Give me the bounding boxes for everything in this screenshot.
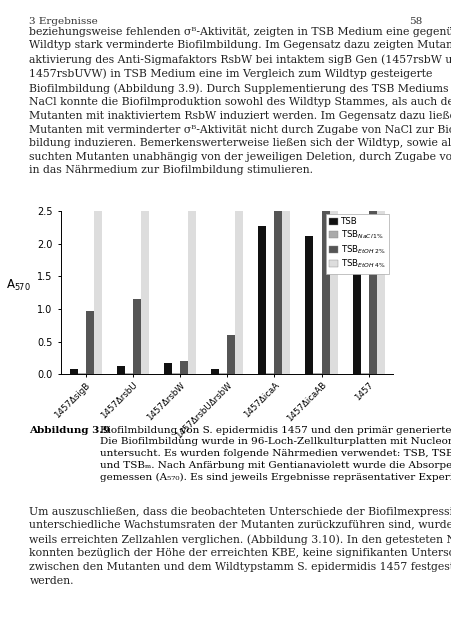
Bar — [78, 373, 85, 374]
Bar — [360, 373, 368, 374]
Bar — [329, 211, 337, 374]
Y-axis label: A$_{570}$: A$_{570}$ — [5, 278, 30, 293]
Bar — [69, 369, 78, 374]
Bar — [321, 211, 329, 374]
Bar — [133, 300, 140, 374]
Bar — [282, 211, 290, 374]
Legend: TSB, TSB$_{NaCl\,1\%}$, TSB$_{EtOH\,2\%}$, TSB$_{EtOH\,4\%}$: TSB, TSB$_{NaCl\,1\%}$, TSB$_{EtOH\,2\%}… — [325, 214, 388, 274]
Bar — [266, 373, 274, 374]
Bar — [235, 211, 243, 374]
Bar — [305, 236, 313, 374]
Bar — [368, 211, 376, 374]
Text: Biofilmbildung von S. epidermidis 1457 und den primär generierten Deletionsmutan: Biofilmbildung von S. epidermidis 1457 u… — [100, 426, 451, 482]
Bar — [85, 311, 93, 374]
Bar — [164, 363, 171, 374]
Bar — [140, 211, 148, 374]
Bar — [313, 373, 321, 374]
Bar — [352, 260, 360, 374]
Text: 58: 58 — [409, 17, 422, 26]
Bar — [227, 335, 235, 374]
Text: 3 Ergebnisse: 3 Ergebnisse — [29, 17, 98, 26]
Bar — [258, 225, 266, 374]
Bar — [171, 373, 179, 374]
Bar — [188, 211, 196, 374]
Text: Abbildung 3.9: Abbildung 3.9 — [29, 426, 110, 435]
Bar — [179, 362, 188, 374]
Bar — [219, 373, 227, 374]
Bar — [376, 211, 384, 374]
Bar — [124, 373, 133, 374]
Bar — [93, 211, 101, 374]
Text: beziehungsweise fehlenden σᴮ-Aktivität, zeigten in TSB Medium eine gegenüber dem: beziehungsweise fehlenden σᴮ-Aktivität, … — [29, 27, 451, 175]
Text: Um auszuschließen, dass die beobachteten Unterschiede der Biofilmexpression auf
: Um auszuschließen, dass die beobachteten… — [29, 507, 451, 586]
Bar — [211, 369, 219, 374]
Bar — [274, 211, 282, 374]
Bar — [116, 366, 124, 374]
